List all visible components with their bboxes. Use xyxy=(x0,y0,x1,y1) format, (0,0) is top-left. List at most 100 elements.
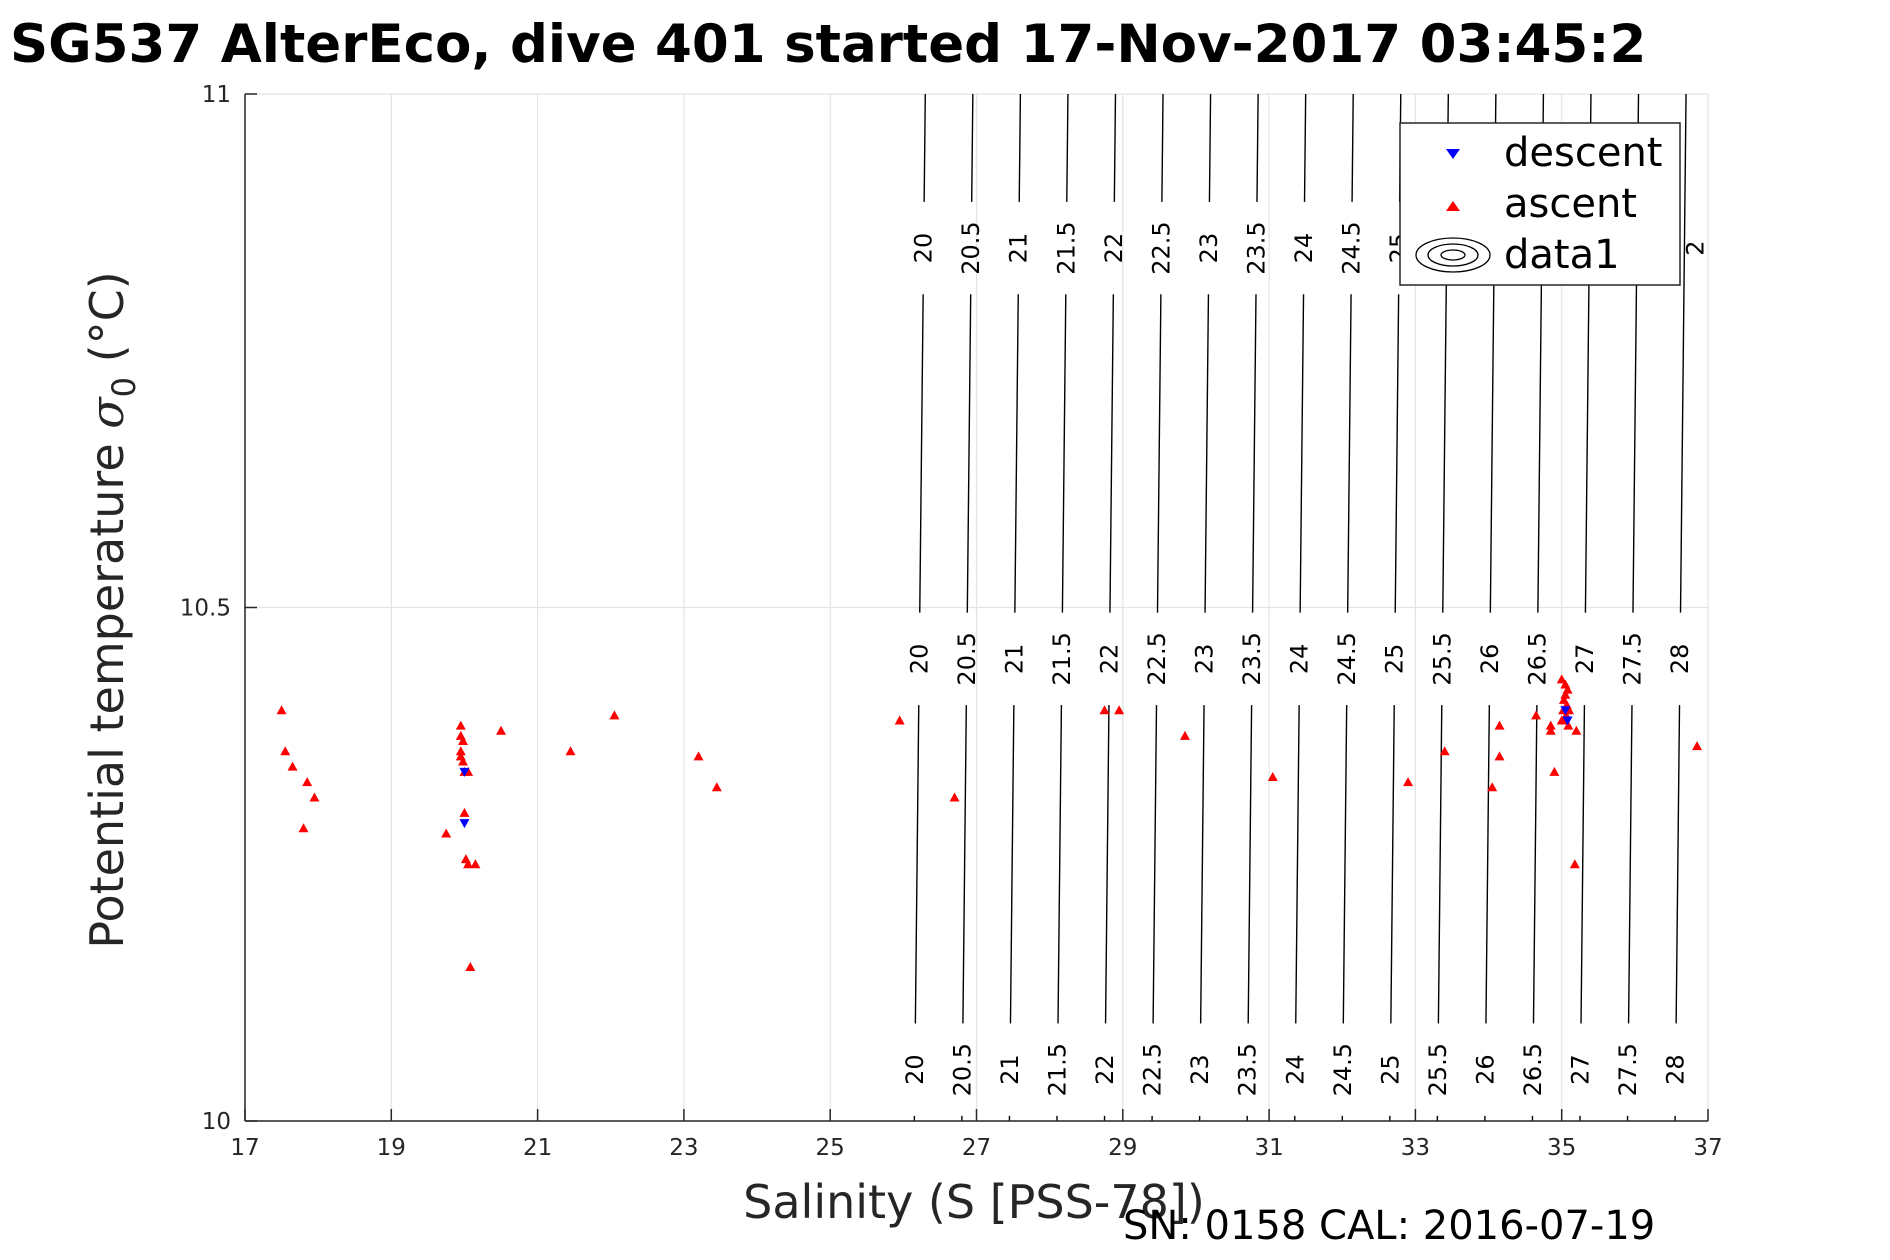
ascent-point xyxy=(1545,725,1556,735)
contour-label: 25 xyxy=(1376,1054,1404,1085)
contour-label: 21.5 xyxy=(1048,632,1076,685)
contour-label: 27 xyxy=(1567,1054,1595,1085)
contour-label: 22 xyxy=(1091,1054,1119,1085)
contour-label: 24.5 xyxy=(1329,1043,1357,1096)
ascent-point xyxy=(1403,777,1414,787)
contour-label: 22 xyxy=(1095,644,1123,675)
contour-line xyxy=(1295,705,1300,1024)
contour-label: 23 xyxy=(1186,1054,1214,1085)
contour-line xyxy=(962,705,968,1024)
contour-label: 20.5 xyxy=(957,221,985,274)
ascent-point xyxy=(459,807,470,817)
contour-line xyxy=(1251,294,1257,613)
contour-line xyxy=(1683,93,1687,249)
x-tick-label: 29 xyxy=(1108,1135,1137,1161)
descent-point xyxy=(459,819,470,829)
x-tick-label: 23 xyxy=(669,1135,698,1161)
ascent-point xyxy=(1549,766,1560,776)
y-tick-label: 10.5 xyxy=(180,596,231,622)
contour-label: 20 xyxy=(910,233,938,264)
y-axis-label-unit: (°C) xyxy=(80,271,134,377)
ascent-point xyxy=(894,715,905,725)
legend-descent-label: descent xyxy=(1504,130,1662,176)
ascent-point xyxy=(470,859,481,869)
contour-line xyxy=(966,294,972,613)
ascent-point xyxy=(455,746,466,756)
y-axis-label-main: Potential temperature xyxy=(80,429,134,949)
contour-line xyxy=(1057,705,1063,1024)
contour-line xyxy=(1199,705,1205,1024)
contour-line xyxy=(1584,248,1591,613)
contour-label: 28 xyxy=(1666,644,1694,675)
y-axis-label-sigma: σ xyxy=(80,396,134,429)
contour-line xyxy=(1346,294,1352,613)
contour-label: 23 xyxy=(1195,233,1223,264)
contour-label: 20.5 xyxy=(953,632,981,685)
ascent-point xyxy=(1545,720,1556,730)
ascent-point xyxy=(1560,689,1571,699)
legend-ascent-marker xyxy=(1446,201,1460,211)
contour-line xyxy=(1066,93,1069,202)
x-tick-label: 27 xyxy=(962,1135,991,1161)
descent-point xyxy=(1560,706,1571,716)
descent-point xyxy=(459,767,470,777)
ascent-point xyxy=(693,751,704,761)
contour-label: 23.5 xyxy=(1238,632,1266,685)
x-tick-label: 21 xyxy=(523,1135,552,1161)
contour-label: 20 xyxy=(905,644,933,675)
contour-line xyxy=(1018,93,1022,202)
contour-line xyxy=(1394,294,1400,613)
contour-label: 23 xyxy=(1191,644,1219,675)
y-axis-label-subscript: 0 xyxy=(105,377,143,397)
contour-line xyxy=(919,294,924,613)
legend-contour-icon xyxy=(1415,237,1491,273)
legend-data1-label: data1 xyxy=(1504,232,1620,278)
contour-label: 21.5 xyxy=(1044,1043,1072,1096)
contour-label: 24 xyxy=(1290,233,1318,264)
contour-line xyxy=(1351,93,1354,202)
contour-label-clipped: 2 xyxy=(1681,240,1709,255)
ascent-point xyxy=(1099,705,1110,715)
contour-label: 26.5 xyxy=(1523,632,1551,685)
contour-label: 26 xyxy=(1471,1054,1499,1085)
contour-label: 26.5 xyxy=(1519,1043,1547,1096)
contour-line xyxy=(1247,705,1253,1024)
ascent-point xyxy=(280,746,291,756)
contour-line xyxy=(1109,294,1115,613)
contour-line xyxy=(1532,705,1538,1024)
x-tick-label: 19 xyxy=(377,1135,406,1161)
legend: descent ascent data1 xyxy=(1399,122,1681,286)
contour-line xyxy=(1390,705,1395,1024)
contour-line xyxy=(1485,705,1491,1024)
ascent-point xyxy=(465,961,476,971)
contour-label: 25.5 xyxy=(1424,1043,1452,1096)
chart-title: SG537 AlterEco, dive 401 started 17-Nov-… xyxy=(10,14,1646,75)
y-axis-label: Potential temperature σ0 (°C) xyxy=(80,271,143,948)
ascent-point xyxy=(1571,725,1582,735)
contour-label: 20 xyxy=(901,1054,929,1085)
contour-label: 22 xyxy=(1100,233,1128,264)
ascent-point xyxy=(1569,859,1580,869)
contour-line xyxy=(1204,294,1210,613)
contour-label: 21 xyxy=(996,1054,1024,1085)
ascent-point xyxy=(1487,782,1498,792)
data-points xyxy=(276,674,1703,971)
x-tick-label: 31 xyxy=(1254,1135,1283,1161)
ascent-point xyxy=(441,828,452,838)
contour-label: 24.5 xyxy=(1338,221,1366,274)
ascent-point xyxy=(287,761,298,771)
contour-label: 20.5 xyxy=(948,1043,976,1096)
contour-label: 22.5 xyxy=(1143,632,1171,685)
footer-serial-cal: SN: 0158 CAL: 2016-07-19 xyxy=(1123,1203,1655,1249)
contour-label: 27.5 xyxy=(1618,632,1646,685)
contour-line xyxy=(1208,93,1212,202)
contour-label: 22.5 xyxy=(1139,1043,1167,1096)
legend-box xyxy=(1399,122,1681,286)
contour-line xyxy=(914,705,920,1024)
ascent-point xyxy=(1556,715,1567,725)
contour-line xyxy=(1104,705,1110,1024)
contour-label: 25 xyxy=(1381,644,1409,675)
contour-label: 27.5 xyxy=(1614,1043,1642,1096)
contour-line xyxy=(1014,294,1019,613)
contour-line xyxy=(923,93,926,202)
